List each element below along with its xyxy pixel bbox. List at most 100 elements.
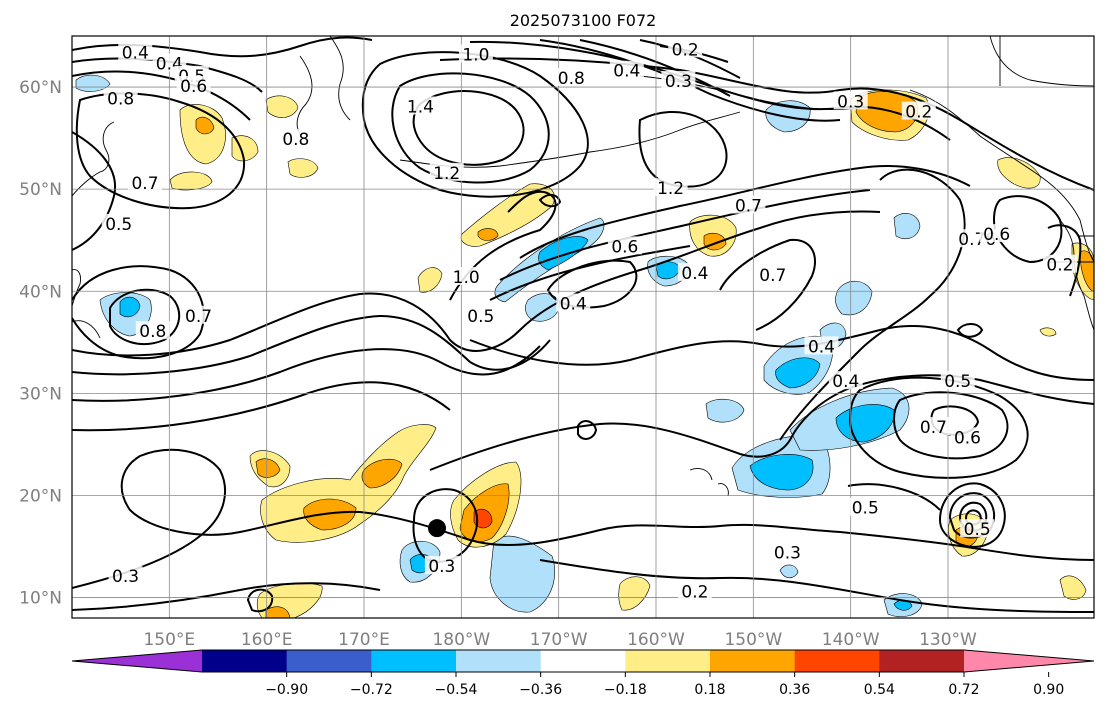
- colorbar: −0.90 −0.72 −0.54 −0.36 −0.18 0.18 0.36 0.54 0.7…: [71, 649, 1095, 698]
- fill-patch: [538, 236, 589, 271]
- latitude-axis: 10°N 20°N 30°N 40°N 50°N 60°N: [19, 78, 62, 609]
- contour-label-bg: [848, 497, 883, 516]
- colorbar-tick-label: −0.54: [435, 682, 478, 698]
- fill-patch: [1059, 575, 1087, 600]
- contour-label: 1.2: [657, 179, 684, 199]
- fill-patch: [287, 158, 319, 178]
- coastline-path: [1059, 219, 1094, 331]
- fill-patch: [705, 398, 745, 423]
- contour-label-bg: [101, 213, 136, 232]
- contour-label: 0.7: [735, 197, 762, 217]
- contour-line: [75, 92, 246, 210]
- contour-label-bg: [770, 542, 805, 561]
- contour-label-bg: [960, 519, 995, 538]
- contour-line: [72, 57, 263, 93]
- contour-label: 0.3: [428, 557, 455, 577]
- fill-patch: [265, 95, 299, 118]
- contour-label-bg: [668, 39, 703, 58]
- contour-label-bg: [556, 293, 591, 312]
- contour-label: 0.2: [672, 40, 699, 60]
- contour-line: [361, 51, 589, 198]
- fill-patch: [1079, 250, 1094, 293]
- contour-line: [893, 391, 1009, 460]
- lat-lon-grid: [72, 36, 1094, 618]
- contour-label: 0.5: [852, 499, 879, 519]
- colorbar-segment: [625, 650, 711, 672]
- fill-patch: [119, 296, 141, 318]
- contour-line: [538, 194, 562, 208]
- contour-label: 0.5: [964, 520, 991, 540]
- colorbar-tick-label: 0.18: [694, 682, 725, 698]
- fill-patch: [169, 171, 213, 191]
- fill-patch: [489, 535, 556, 613]
- contour-label: 0.5: [467, 307, 494, 327]
- fill-patch: [255, 458, 281, 478]
- coastline-path: [72, 320, 101, 339]
- contour-line: [489, 245, 691, 301]
- lon-tick-label: 160°E: [241, 630, 293, 650]
- lat-tick-label: 50°N: [19, 180, 62, 200]
- fill-patch: [1039, 327, 1057, 337]
- contour-line: [72, 345, 541, 402]
- contour-line: [72, 448, 1094, 589]
- contour-line: [539, 559, 1094, 613]
- lat-tick-label: 20°N: [19, 486, 62, 506]
- contour-line: [72, 131, 117, 251]
- colorbar-segment: [879, 650, 965, 672]
- contour-line: [938, 482, 1006, 548]
- contour-line: [719, 238, 817, 331]
- contour-label: 0.4: [560, 295, 587, 315]
- fill-patch: [618, 576, 651, 611]
- contour-label-bg: [653, 178, 688, 197]
- contour-label: 1.0: [453, 268, 480, 288]
- colorbar-tick-label: −0.36: [519, 682, 562, 698]
- contour-label-bg: [833, 91, 868, 110]
- contour-label: 0.3: [112, 567, 139, 587]
- fill-patch: [460, 183, 555, 247]
- contour-label: 0.8: [558, 69, 585, 89]
- contour-label-bg: [108, 566, 143, 585]
- longitude-axis: 150°E 160°E 170°E 180°W 170°W 160°W 150°W 140°W…: [143, 630, 977, 650]
- contour-label-bg: [804, 336, 839, 355]
- contour-label-bg: [828, 371, 863, 390]
- fill-patch: [303, 498, 357, 531]
- contour-label-bg: [458, 44, 493, 63]
- contour-label-bg: [731, 195, 766, 214]
- coastline-path: [296, 55, 313, 135]
- contour-label: 0.8: [282, 130, 309, 150]
- lon-tick-label: 180°W: [432, 630, 490, 650]
- coastline-path: [909, 89, 1094, 263]
- contour-label: 0.7: [920, 418, 947, 438]
- contour-label-bg: [661, 70, 696, 89]
- fill-patch: [835, 280, 873, 316]
- contour-label: 0.8: [107, 89, 134, 109]
- fill-patch: [417, 267, 443, 293]
- contour-line: [246, 588, 274, 613]
- contour-label: 1.4: [407, 97, 434, 117]
- contour-label-bg: [424, 555, 459, 574]
- contour-label: 0.8: [139, 322, 166, 342]
- lon-tick-label: 150°W: [724, 630, 782, 650]
- contour-lines: [72, 36, 1094, 613]
- contour-line: [72, 582, 381, 611]
- contour-label: 0.3: [837, 92, 864, 112]
- colorbar-tick-label: 0.36: [779, 682, 810, 698]
- contour-label-bg: [755, 264, 790, 283]
- fill-patch: [260, 424, 437, 543]
- contour-label-bg: [1042, 254, 1077, 273]
- contour-label: 0.6: [954, 428, 981, 448]
- contour-label: 0.5: [944, 372, 971, 392]
- contour-label: 0.3: [774, 544, 801, 564]
- fill-patch: [997, 157, 1041, 189]
- contour-label: 1.0: [462, 45, 489, 65]
- contour-line: [579, 39, 731, 97]
- contour-line: [412, 90, 525, 166]
- lon-tick-label: 170°E: [338, 630, 390, 650]
- contour-label-bg: [609, 60, 644, 79]
- fill-patch: [525, 293, 561, 322]
- contour-label: 0.7: [185, 307, 212, 327]
- contour-line: [1047, 224, 1082, 297]
- fill-patch: [477, 228, 499, 241]
- contour-line: [449, 190, 557, 301]
